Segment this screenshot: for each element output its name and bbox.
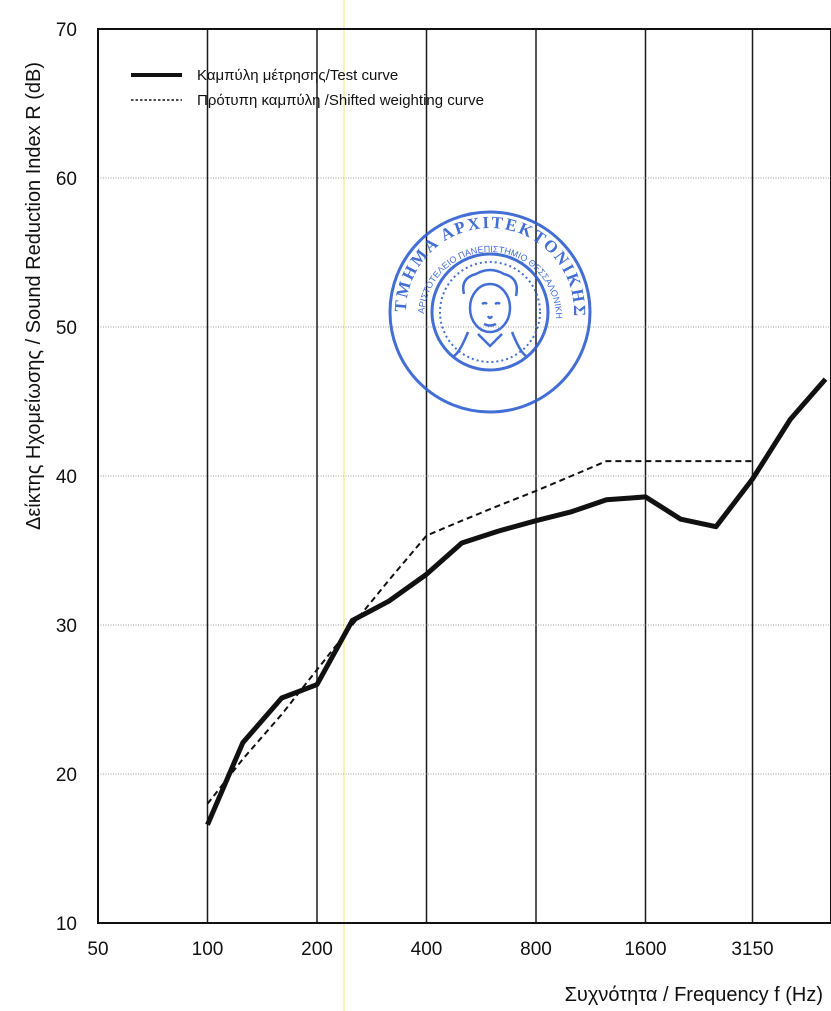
stamp-outer-ring [388,210,592,414]
y-tick-label: 50 [56,318,77,339]
y-tick-label: 10 [56,914,77,935]
series [205,377,828,826]
x-axis-title: Συχνότητα / Frequency f (Hz) [565,984,823,1006]
y-tick-label: 20 [56,765,77,786]
test-curve-line [205,377,828,826]
x-tick-label: 200 [301,939,333,960]
stamp-dotted-ring [439,261,541,363]
university-stamp: ΤΜΗΜΑ ΑΡΧΙΤΕΚΤΟΝΙΚΗΣ ΑΡΙΣΤΟΤΕΛΕΙΟ ΠΑΝΕΠΙ… [388,210,592,414]
legend-label-weighting-curve: Πρότυπη καμπύλη /Shifted weighting curve [197,92,484,109]
stamp-portrait [453,268,527,358]
x-tick-label: 1600 [624,939,666,960]
x-tick-label: 50 [87,939,108,960]
y-axis-title: Δείκτης Ηχομείωσης / Sound Reduction Ind… [23,62,45,530]
tick-labels: 50 100 200 400 800 1600 3150 10 20 30 40 50 60 70 [56,20,774,960]
y-tick-label: 70 [56,20,77,41]
x-tick-label: 800 [520,939,552,960]
grid [98,29,831,923]
weighting-curve-line [206,460,753,805]
y-tick-label: 40 [56,467,77,488]
plot-frame [97,28,831,924]
y-tick-label: 60 [56,169,77,190]
y-tick-label: 30 [56,616,77,637]
x-tick-label: 400 [411,939,443,960]
x-tick-label: 100 [192,939,224,960]
stamp-inner-ring [430,252,550,372]
legend: Καμπύλη μέτρησης/Test curve Πρότυπη καμπ… [131,67,484,109]
x-tick-label: 3150 [731,939,773,960]
legend-label-test-curve: Καμπύλη μέτρησης/Test curve [197,67,398,84]
